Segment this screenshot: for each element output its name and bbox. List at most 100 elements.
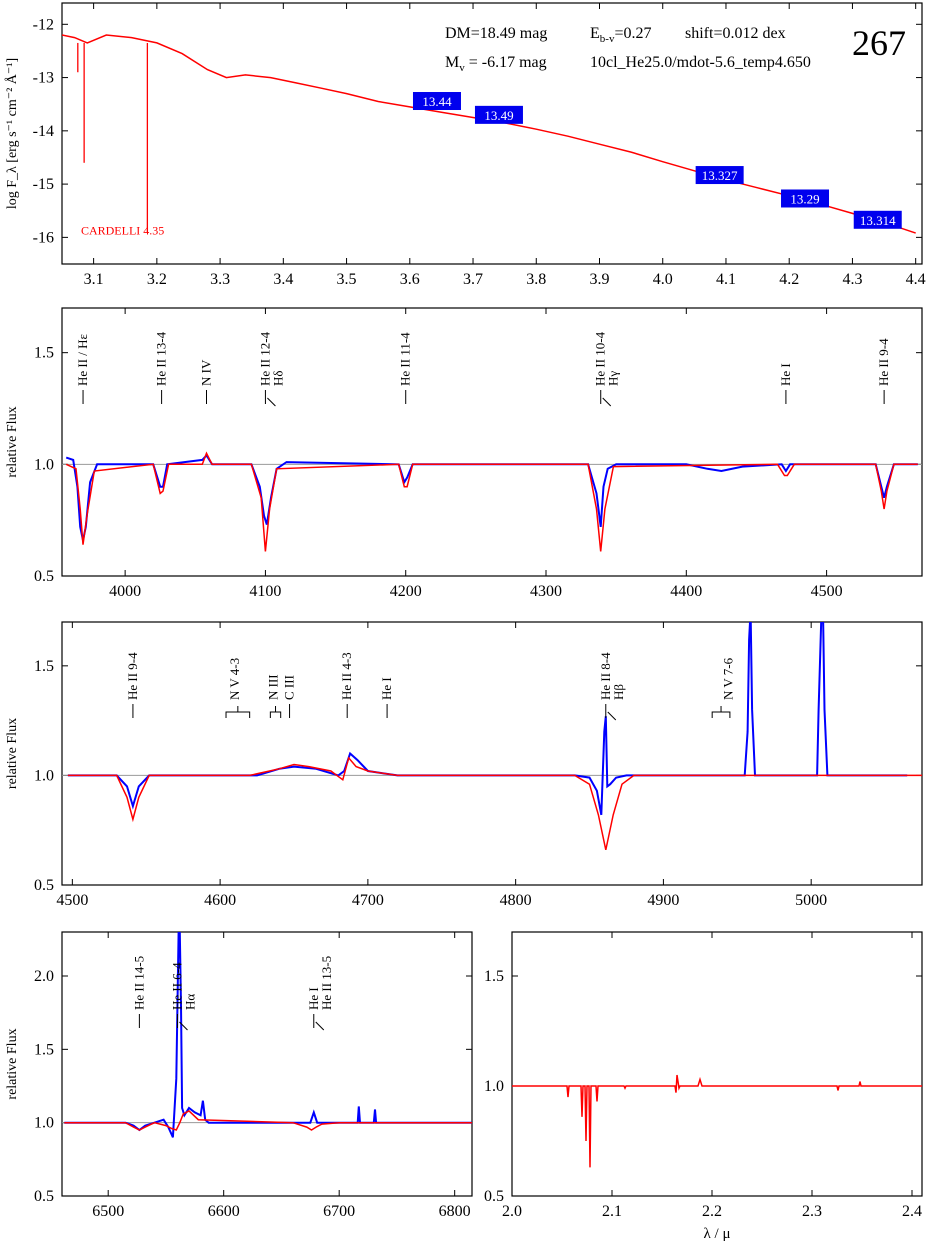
line-id: He IHe II 13-5: [306, 956, 334, 1031]
line-id: He I: [379, 677, 394, 718]
y-tick-label: 0.5: [484, 1188, 504, 1205]
line-id: He II 8-4Hβ: [598, 652, 626, 721]
line-id-label: He II 13-4: [154, 331, 169, 386]
x-tick-label: 4.2: [779, 271, 799, 288]
x-tick-label: 3.1: [84, 271, 104, 288]
y-tick-label: 1.0: [34, 456, 54, 473]
photometry-box: [695, 166, 744, 185]
line-id-label-secondary: Hγ: [606, 371, 621, 386]
y-tick-label: 1.0: [484, 1078, 504, 1095]
x-tick-label: 4300: [530, 583, 562, 600]
line-id-bracket: [225, 706, 251, 718]
y-tick-label: 0.5: [34, 1188, 54, 1205]
line-id-label: He II 8-4: [598, 652, 613, 700]
x-tick-label: 4600: [204, 892, 236, 909]
x-tick-label: 2.3: [802, 1203, 822, 1220]
photometry-label: 13.327: [702, 168, 738, 183]
reddening-law-annotation: CARDELLI 4.35: [81, 224, 164, 238]
line-id-label: He II 14-5: [131, 956, 146, 1010]
line-id-label-secondary: Hβ: [611, 684, 626, 700]
header-mv: Mv = -6.17 mag: [445, 54, 547, 74]
line-id-label: C III: [282, 675, 297, 700]
photometry-box: [853, 210, 902, 229]
line-id-label: N III: [265, 674, 280, 700]
x-tick-label: 3.4: [273, 271, 293, 288]
x-tick-label: 3.6: [400, 271, 420, 288]
line-id-bracket: [269, 706, 282, 718]
green-spectrum-panel: 4500 4600 4700 4800 4900 5000 0.5 1.0 1.5 relativ…: [5, 621, 923, 909]
line-id-connector: [607, 711, 617, 721]
ir-spectrum-panel: 2.0 2.1 2.2 2.3 2.4 0.5 1.0 1.5 λ / μ: [484, 931, 923, 1242]
line-id-label: He II 12-4: [257, 331, 272, 386]
header-dm: DM=18.49 mag: [445, 25, 547, 42]
y-tick-label: 0.5: [34, 568, 54, 585]
line-id: N V 4-3: [225, 658, 251, 718]
y-tick-label: 1.5: [34, 1041, 54, 1058]
line-id-label: He I: [306, 987, 321, 1010]
x-tick-label: 4500: [811, 583, 843, 600]
y-axis-label: relative Flux: [5, 406, 20, 477]
y-tick-label: 0.5: [34, 877, 54, 894]
line-id-label: N V 7-6: [720, 657, 735, 700]
line-id: C III: [282, 675, 297, 718]
x-tick-label: 4500: [56, 892, 88, 909]
line-id: He II 13-4: [154, 331, 169, 404]
plot-frame: [61, 2, 923, 265]
line-id: He II 4-3: [339, 652, 354, 718]
plot-frame: [61, 621, 923, 886]
line-id: He II 11-4: [398, 332, 413, 404]
photometry-box: [781, 189, 830, 208]
photometry-box: [474, 105, 523, 124]
line-id-bracket: [711, 706, 731, 718]
photometry-point: 13.327: [695, 166, 744, 185]
line-id: He II 6-4Hα: [169, 962, 197, 1031]
plot-frame: [61, 931, 473, 1197]
line-id: He II / Hε: [75, 333, 90, 404]
line-id-label: He II 6-4: [169, 962, 184, 1010]
y-tick-label: -13: [33, 70, 54, 87]
x-tick-label: 3.3: [210, 271, 230, 288]
x-tick-label: 3.8: [526, 271, 546, 288]
x-tick-label: 3.5: [337, 271, 357, 288]
line-id-label-secondary: He II 13-5: [319, 956, 334, 1010]
line-id-label: He II 11-4: [398, 332, 413, 386]
x-tick-label: 2.2: [702, 1203, 722, 1220]
line-id-label: He II 9-4: [876, 338, 891, 386]
star-id: 267: [852, 23, 906, 63]
model-spectrum-line: [67, 756, 922, 851]
x-tick-label: 5000: [795, 892, 827, 909]
photometry-box: [412, 92, 461, 111]
line-id-label: He II 9-4: [125, 652, 140, 700]
line-id-label: He II 4-3: [339, 652, 354, 700]
x-tick-label: 2.0: [502, 1203, 522, 1220]
x-tick-label: 4000: [109, 583, 141, 600]
x-tick-label: 6700: [323, 1203, 355, 1220]
y-tick-label: 1.5: [34, 658, 54, 675]
blue-spectrum-panel: 4000 4100 4200 4300 4400 4500 0.5 1.0 1.5 relativ…: [5, 307, 923, 600]
line-id: He II 14-5: [131, 956, 146, 1028]
line-id-label: N V 4-3: [227, 658, 242, 700]
y-axis-label: log F_λ [erg s⁻¹ cm⁻² Å⁻¹]: [4, 58, 20, 209]
x-tick-label: 6800: [439, 1203, 471, 1220]
x-tick-label: 2.4: [902, 1203, 922, 1220]
x-tick-label: 3.2: [147, 271, 167, 288]
line-id-label: N IV: [199, 359, 214, 386]
y-tick-label: 1.0: [34, 767, 54, 784]
photometry-point: 13.314: [853, 210, 902, 229]
x-tick-label: 4200: [390, 583, 422, 600]
line-id-label: He I: [778, 363, 793, 386]
line-id-label-secondary: Hα: [182, 994, 197, 1010]
x-tick-label: 3.7: [463, 271, 483, 288]
y-axis-label: relative Flux: [5, 718, 20, 789]
line-id: N IV: [199, 359, 214, 404]
header-model: 10cl_He25.0/mdot-5.6_temp4.650: [590, 54, 811, 71]
line-id-label: He II / Hε: [75, 333, 90, 386]
x-tick-label: 4.0: [653, 271, 673, 288]
red-spectrum-panel: 6500 6600 6700 6800 0.5 1.0 1.5 2.0 relative Flu…: [5, 931, 473, 1220]
y-tick-label: 2.0: [34, 968, 54, 985]
photometry-label: 13.44: [422, 94, 452, 109]
x-tick-label: 4900: [647, 892, 679, 909]
photometry-label: 13.314: [860, 213, 896, 228]
line-id-connector: [315, 1021, 325, 1031]
